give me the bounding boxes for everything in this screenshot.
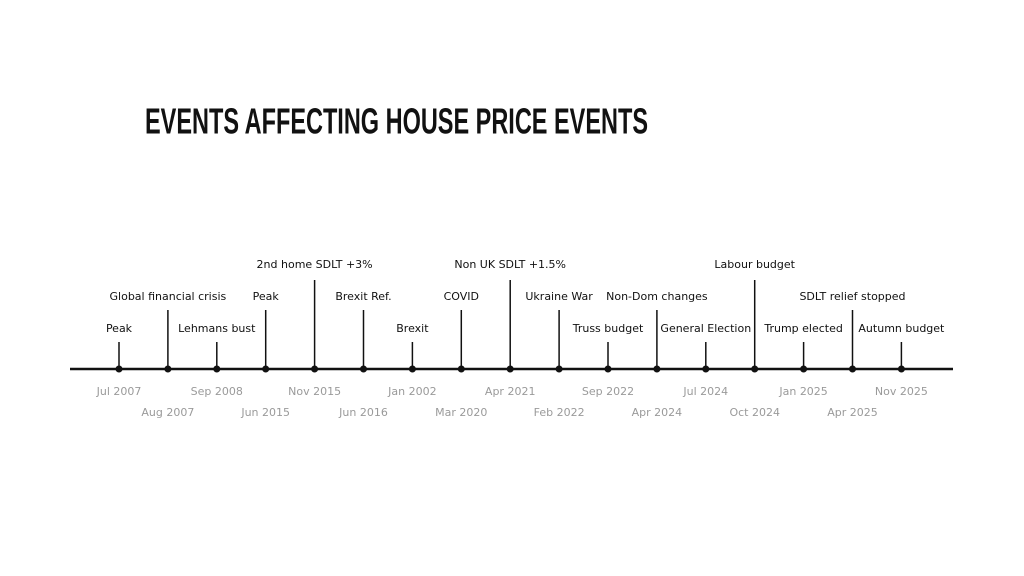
event-label: Non-Dom changes	[606, 290, 708, 303]
slide-title: EVENTS AFFECTING HOUSE PRICE EVENTS	[145, 101, 648, 142]
event-dot	[800, 365, 808, 373]
event-date: Jun 2015	[240, 406, 290, 419]
event-label: Non UK SDLT +1.5%	[454, 258, 566, 271]
event-dot	[115, 365, 123, 373]
event-dot	[311, 365, 319, 373]
event-dot	[751, 365, 759, 373]
event-date: Sep 2022	[582, 385, 634, 398]
event-dot	[897, 365, 905, 373]
event-dot	[702, 365, 710, 373]
event-date: Oct 2024	[729, 406, 780, 419]
event-label: Ukraine War	[525, 290, 593, 303]
event-date: Jul 2024	[682, 385, 728, 398]
event-date: Apr 2025	[827, 406, 878, 419]
event-dot	[457, 365, 465, 373]
event-label: Peak	[106, 322, 133, 335]
event-dot	[262, 365, 270, 373]
event-label: SDLT relief stopped	[799, 290, 905, 303]
event-dot	[213, 365, 221, 373]
event-dot	[653, 365, 661, 373]
event-date: Apr 2021	[485, 385, 536, 398]
event-label: Autumn budget	[858, 322, 945, 335]
event-label: Truss budget	[572, 322, 644, 335]
event-label: COVID	[444, 290, 479, 303]
event-date: Nov 2015	[288, 385, 341, 398]
event-label: Labour budget	[714, 258, 795, 271]
event-date: Apr 2024	[632, 406, 683, 419]
event-label: General Election	[660, 322, 751, 335]
event-date: Jan 2002	[387, 385, 436, 398]
event-label: Brexit	[396, 322, 429, 335]
event-label: Brexit Ref.	[335, 290, 391, 303]
event-dot	[164, 365, 172, 373]
event-date: Mar 2020	[435, 406, 487, 419]
event-date: Sep 2008	[191, 385, 243, 398]
event-date: Jul 2007	[96, 385, 142, 398]
event-date: Jun 2016	[338, 406, 388, 419]
event-dot	[604, 365, 612, 373]
event-date: Aug 2007	[141, 406, 194, 419]
event-date: Jan 2025	[778, 385, 827, 398]
event-date: Feb 2022	[534, 406, 585, 419]
event-dot	[408, 365, 416, 373]
event-date: Nov 2025	[875, 385, 928, 398]
event-label: Trump elected	[763, 322, 843, 335]
event-label: Peak	[253, 290, 280, 303]
event-dot	[555, 365, 563, 373]
event-dot	[849, 365, 856, 373]
event-label: Lehmans bust	[178, 322, 256, 335]
event-label: 2nd home SDLT +3%	[257, 258, 373, 271]
event-label: Global financial crisis	[110, 290, 227, 303]
event-dot	[360, 365, 367, 373]
event-dot	[506, 365, 514, 373]
